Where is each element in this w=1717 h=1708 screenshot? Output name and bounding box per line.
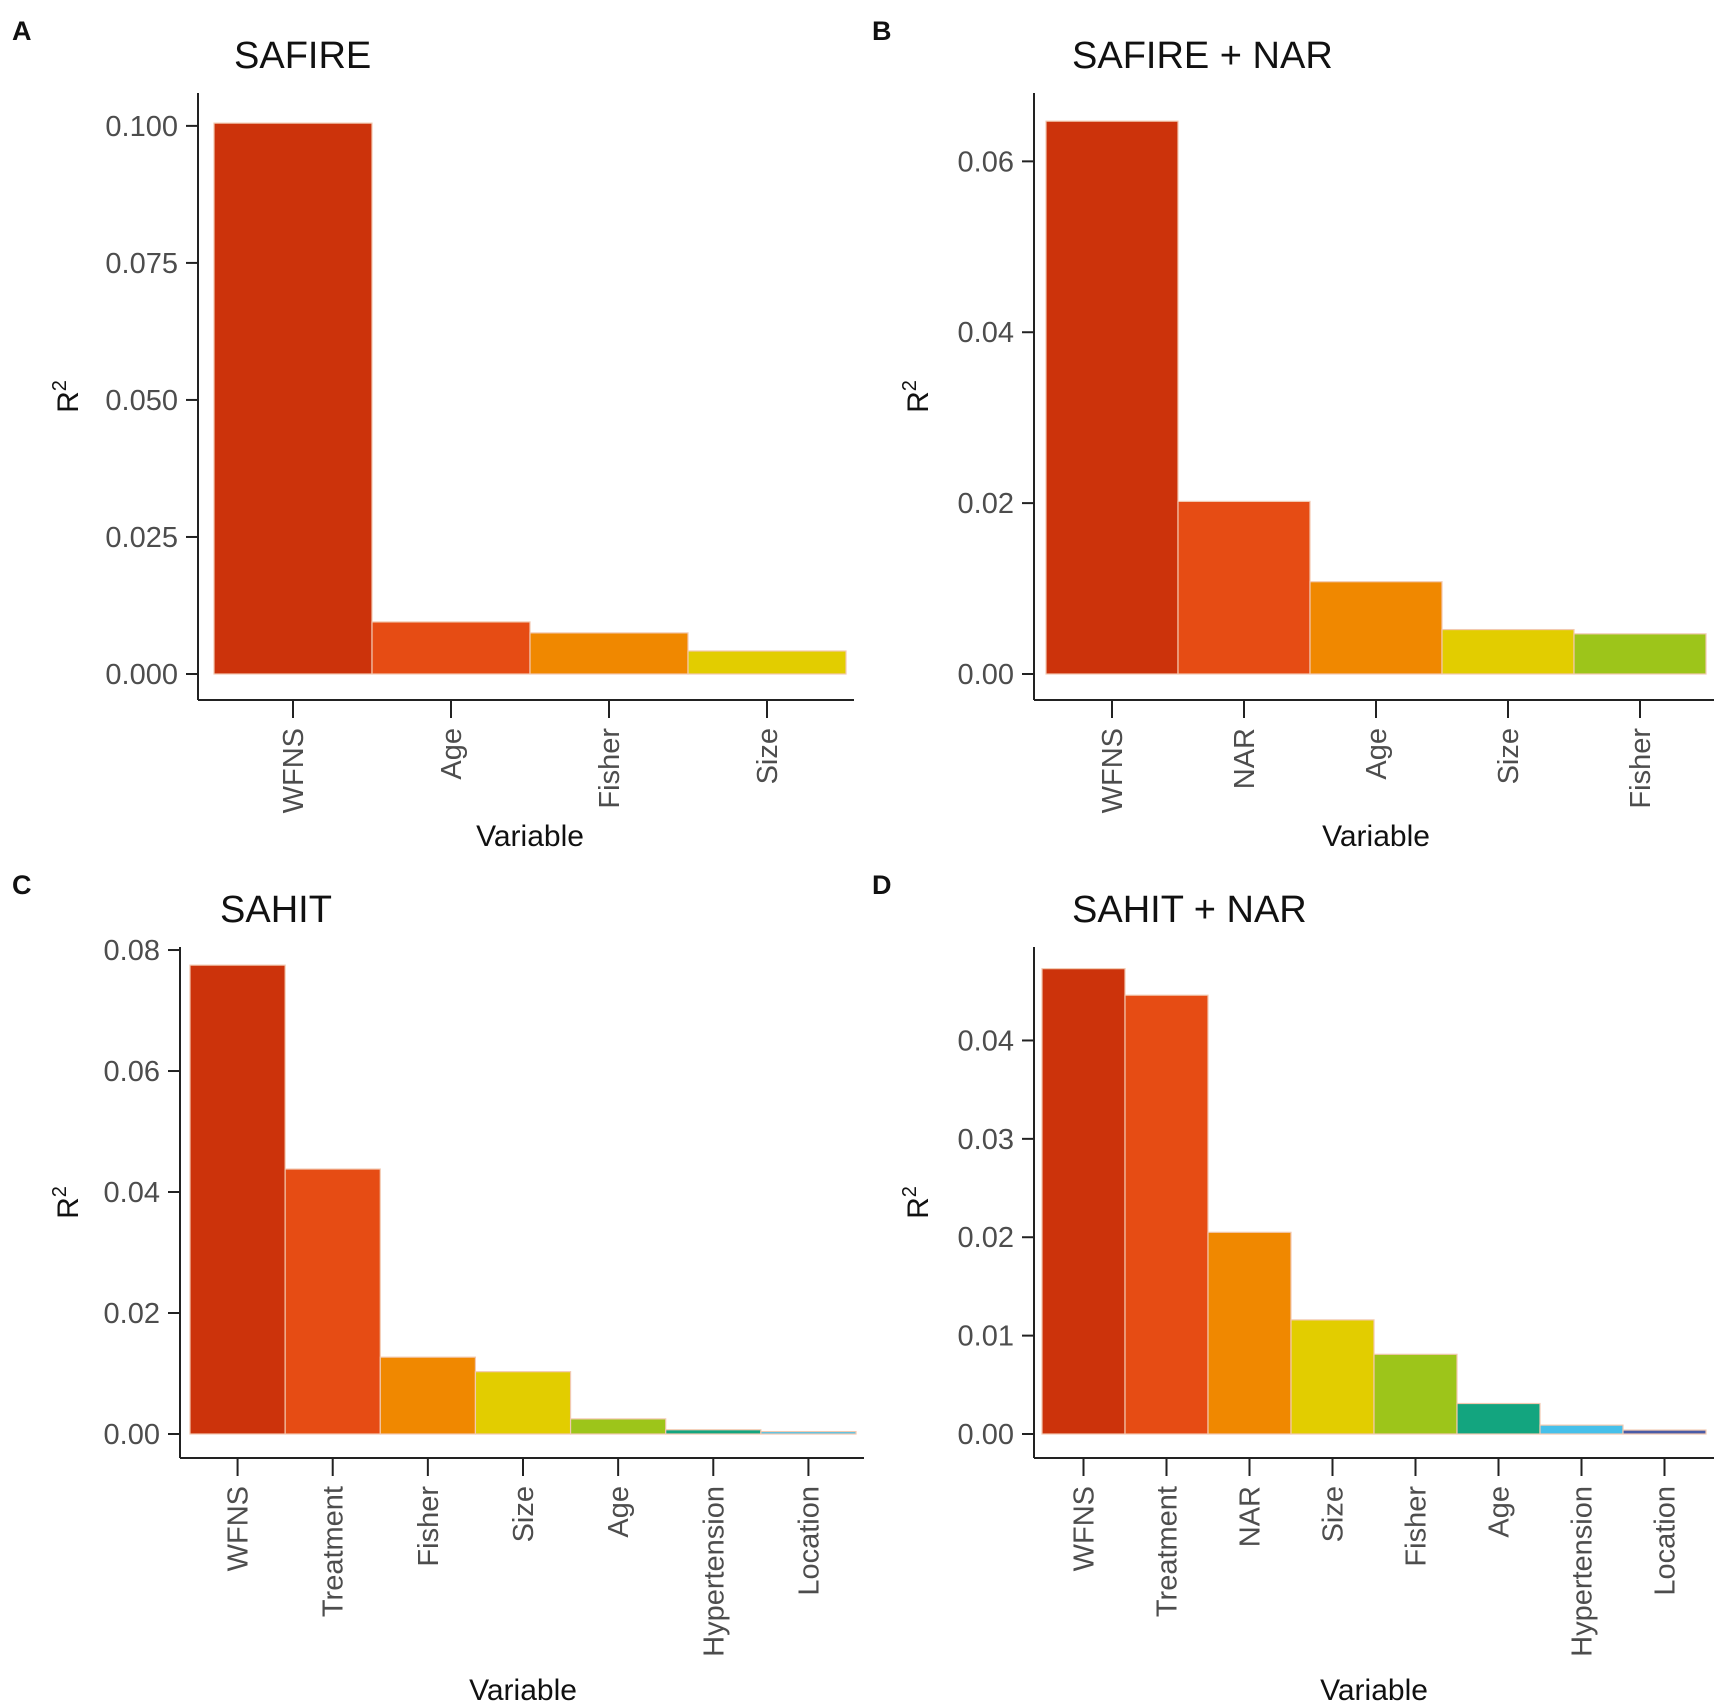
bar-age	[1456, 1402, 1541, 1435]
bar-location	[760, 1430, 857, 1435]
x-tick-label: WFNS	[223, 1486, 255, 1571]
y-tick-label: 0.02	[104, 1298, 160, 1330]
y-axis-title: R2	[899, 380, 935, 413]
bar-nar	[1177, 500, 1311, 675]
y-axis-title-base: R	[52, 1197, 85, 1219]
y-axis-title-superscript: 2	[49, 1186, 71, 1197]
y-tick-label: 0.02	[958, 488, 1014, 520]
x-tick-label: Size	[752, 728, 784, 784]
x-tick-label: Age	[1361, 728, 1393, 780]
bar-size	[1290, 1319, 1375, 1435]
y-axis-title-superscript: 2	[899, 380, 921, 391]
panel-letter: C	[12, 870, 32, 900]
bar-age	[371, 621, 531, 675]
x-tick-label: Hypertension	[698, 1486, 730, 1657]
y-tick-label: 0.08	[104, 935, 160, 967]
y-axis-title: R2	[49, 380, 85, 413]
bar-fisher	[1373, 1353, 1458, 1435]
y-axis-title-base: R	[902, 391, 935, 413]
y-tick-label: 0.03	[958, 1124, 1014, 1156]
panel-c: C SAHIT 0.00 0.02 0.04 0.06 0.08 WFNS Treatment F…	[12, 870, 864, 1707]
bar-age	[569, 1418, 667, 1435]
bar-wfns	[213, 122, 373, 675]
bar-nar	[1207, 1231, 1292, 1435]
x-tick-label: Size	[508, 1486, 540, 1542]
y-tick-label: 0.000	[105, 659, 178, 691]
y-tick-label: 0.04	[104, 1177, 160, 1209]
x-axis-title: Variable	[1320, 1674, 1428, 1707]
bar-age	[1309, 581, 1443, 675]
panel-a: A SAFIRE 0.000 0.025 0.050 0.075 0.100 WFNS Age F…	[12, 16, 854, 853]
y-tick-label: 0.06	[958, 146, 1014, 178]
x-tick-label: Fisher	[594, 728, 626, 809]
bar-fisher	[1573, 633, 1707, 675]
x-axis-title: Variable	[469, 1674, 577, 1707]
bar-treatment	[284, 1168, 381, 1435]
x-tick-label: Fisher	[1401, 1486, 1433, 1567]
bar-size	[474, 1371, 572, 1435]
x-tick-label: Age	[1484, 1486, 1516, 1538]
x-tick-label: Size	[1493, 728, 1525, 784]
x-tick-label: Size	[1318, 1486, 1350, 1542]
x-tick-label: WFNS	[278, 728, 310, 813]
bar-size	[1441, 628, 1575, 675]
panel-letter: D	[872, 870, 892, 900]
y-tick-label: 0.04	[958, 1025, 1014, 1057]
x-axis-title: Variable	[476, 820, 584, 853]
x-tick-label: WFNS	[1069, 1486, 1101, 1571]
x-tick-label: Fisher	[413, 1486, 445, 1567]
bar-treatment	[1124, 994, 1209, 1435]
y-axis-title: R2	[49, 1186, 85, 1219]
x-tick-label: Age	[603, 1486, 635, 1538]
x-tick-label: Location	[793, 1486, 825, 1596]
bar-wfns	[189, 964, 286, 1435]
panel-letter: A	[12, 16, 32, 46]
panel-d: D SAHIT + NAR 0.00 0.01 0.02 0.03 0.04 WFNS Trea…	[872, 870, 1714, 1707]
bar-wfns	[1041, 968, 1126, 1435]
x-axis-title: Variable	[1322, 820, 1430, 853]
x-tick-label: Fisher	[1625, 728, 1657, 809]
y-tick-label: 0.04	[958, 317, 1014, 349]
x-tick-label: NAR	[1229, 728, 1261, 789]
bar-hypertension	[665, 1429, 762, 1435]
panel-b: B SAFIRE + NAR 0.00 0.02 0.04 0.06 WFNS NAR Age S…	[872, 16, 1714, 853]
x-tick-label: Treatment	[1152, 1486, 1184, 1617]
chart-title: SAHIT	[220, 889, 332, 931]
y-tick-label: 0.00	[958, 659, 1014, 691]
chart-title: SAHIT + NAR	[1072, 889, 1307, 931]
chart-title: SAFIRE + NAR	[1072, 35, 1333, 77]
bar-size	[687, 650, 847, 675]
x-tick-label: WFNS	[1097, 728, 1129, 813]
x-tick-label: Location	[1650, 1486, 1682, 1596]
y-axis-title-superscript: 2	[899, 1186, 921, 1197]
y-tick-label: 0.00	[104, 1419, 160, 1451]
x-tick-label: Age	[436, 728, 468, 780]
y-axis-title-superscript: 2	[49, 380, 71, 391]
x-tick-label: NAR	[1235, 1486, 1267, 1547]
y-axis-title: R2	[899, 1186, 935, 1219]
bar-hypertension	[1539, 1424, 1624, 1435]
x-tick-label: Treatment	[318, 1486, 350, 1617]
y-tick-label: 0.00	[958, 1419, 1014, 1451]
x-tick-label: Hypertension	[1567, 1486, 1599, 1657]
y-tick-label: 0.075	[105, 248, 178, 280]
panel-letter: B	[872, 16, 892, 46]
y-tick-label: 0.06	[104, 1056, 160, 1088]
y-axis-title-base: R	[902, 1197, 935, 1219]
bar-fisher	[379, 1356, 477, 1435]
y-tick-label: 0.050	[105, 385, 178, 417]
bar-fisher	[529, 632, 689, 675]
y-tick-label: 0.100	[105, 111, 178, 143]
chart-title: SAFIRE	[234, 35, 371, 77]
y-tick-label: 0.02	[958, 1222, 1014, 1254]
bar-location	[1622, 1429, 1707, 1435]
bar-wfns	[1045, 120, 1179, 675]
y-tick-label: 0.01	[958, 1321, 1014, 1353]
y-axis-title-base: R	[52, 391, 85, 413]
y-tick-label: 0.025	[105, 522, 178, 554]
